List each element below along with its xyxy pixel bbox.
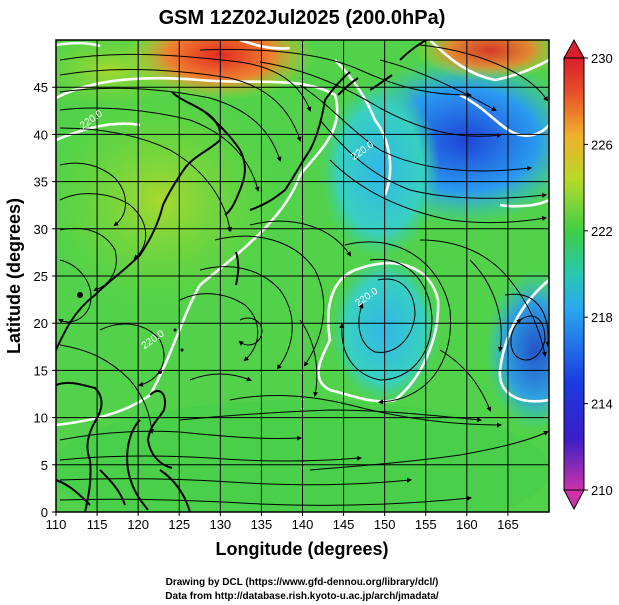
x-axis-ticks: 110 115 120 125 130 135 140 145 150 155 160 165 [46, 512, 519, 532]
x-tick-label: 155 [415, 517, 437, 532]
x-tick-label: 115 [87, 517, 108, 532]
colorbar-scale [563, 57, 585, 491]
colorbar-tick-label: 210 [591, 483, 613, 498]
warm-region-west [56, 90, 280, 310]
wind-streamlines [58, 44, 549, 506]
x-tick-label: 110 [46, 517, 67, 532]
colorbar-max-triangle [563, 38, 585, 59]
credit-data-source: Data from http://database.rish.kyoto-u.a… [165, 591, 439, 602]
y-tick-label: 0 [41, 505, 48, 520]
x-tick-label: 165 [497, 517, 519, 532]
x-tick-label: 135 [251, 517, 273, 532]
x-axis-label: Longitude (degrees) [215, 539, 388, 559]
colorbar-tick-label: 226 [591, 137, 613, 152]
y-tick-label: 15 [34, 363, 48, 378]
colorbar-tick-label: 230 [591, 51, 613, 66]
x-tick-label: 145 [333, 517, 355, 532]
colorbar-ticks: 210 214 218 222 226 230 [584, 51, 613, 498]
credit-drawing: Drawing by DCL (https://www.gfd-dennou.o… [166, 577, 439, 588]
y-tick-label: 10 [34, 411, 48, 426]
x-tick-label: 125 [168, 517, 190, 532]
colorbar-min-triangle [563, 489, 585, 511]
colorbar-tick-label: 214 [591, 397, 613, 412]
y-axis-ticks: 0 5 10 15 20 25 30 35 40 45 [34, 80, 56, 520]
coastlines [56, 40, 427, 512]
y-tick-label: 5 [41, 458, 48, 473]
colorbar-tick-label: 218 [591, 310, 613, 325]
y-tick-label: 30 [34, 222, 48, 237]
y-tick-label: 35 [34, 175, 48, 190]
chart-title: GSM 12Z02Jul2025 (200.0hPa) [159, 7, 446, 29]
warm-core-northeast [415, 40, 549, 80]
cold-region-east [485, 270, 549, 430]
x-tick-label: 160 [456, 517, 478, 532]
y-tick-label: 45 [34, 80, 48, 95]
cool-region-trough [320, 80, 440, 260]
y-axis-label: Latitude (degrees) [4, 198, 24, 354]
x-tick-label: 140 [292, 517, 314, 532]
lat-lon-grid [56, 40, 549, 512]
x-tick-label: 150 [374, 517, 396, 532]
y-tick-label: 25 [34, 269, 48, 284]
y-tick-label: 40 [34, 127, 48, 142]
y-tick-label: 20 [34, 316, 48, 331]
x-tick-label: 120 [127, 517, 149, 532]
colorbar-tick-label: 222 [591, 224, 613, 239]
colorbar: 210 214 218 222 226 230 [563, 38, 613, 511]
x-tick-label: 130 [209, 517, 231, 532]
